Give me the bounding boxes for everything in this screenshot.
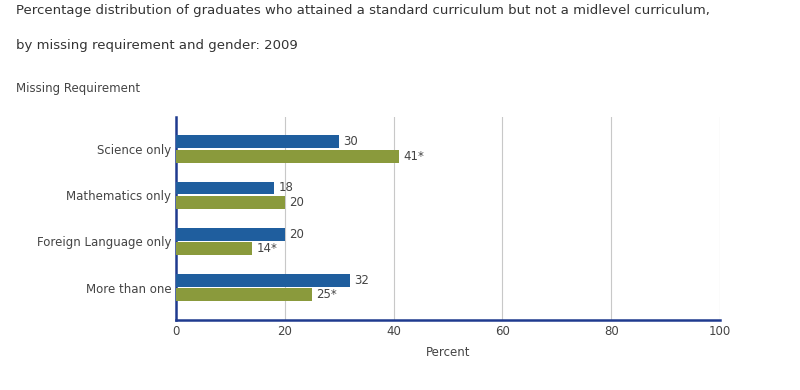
Bar xyxy=(176,228,285,241)
Text: by missing requirement and gender: 2009: by missing requirement and gender: 2009 xyxy=(16,39,298,52)
Text: Missing Requirement: Missing Requirement xyxy=(16,82,140,95)
Bar xyxy=(176,181,274,195)
Bar xyxy=(176,289,312,301)
Text: 41*: 41* xyxy=(403,150,424,163)
Text: 14*: 14* xyxy=(257,242,278,255)
Bar xyxy=(176,196,285,209)
Bar xyxy=(176,135,339,148)
Text: 30: 30 xyxy=(343,135,358,148)
Text: 25*: 25* xyxy=(316,289,337,301)
X-axis label: Percent: Percent xyxy=(426,346,470,359)
Text: 20: 20 xyxy=(289,228,304,241)
Text: 20: 20 xyxy=(289,196,304,209)
Bar xyxy=(176,242,252,255)
Text: 32: 32 xyxy=(354,274,370,287)
Text: 18: 18 xyxy=(278,181,293,195)
Bar xyxy=(176,274,350,287)
Text: Percentage distribution of graduates who attained a standard curriculum but not : Percentage distribution of graduates who… xyxy=(16,4,710,17)
Bar xyxy=(176,150,399,163)
